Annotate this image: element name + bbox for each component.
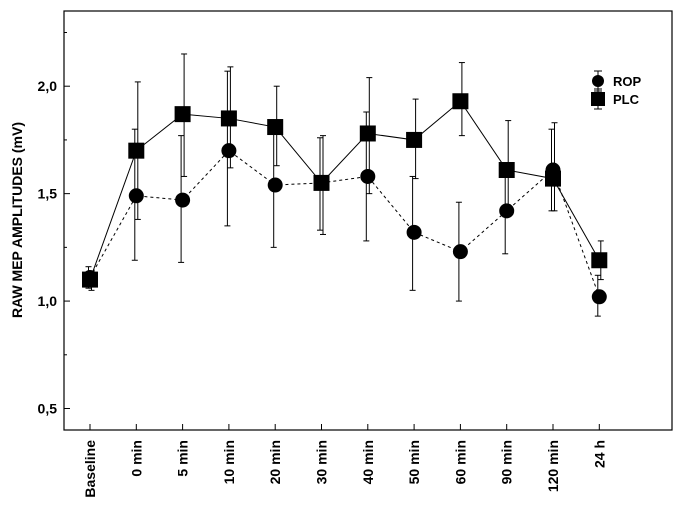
y-tick-label: 0,5 <box>38 401 58 417</box>
data-point-plc <box>498 162 515 179</box>
legend: ROP PLC <box>591 70 642 110</box>
y-tick-label: 1,0 <box>38 293 58 309</box>
data-point-rop <box>128 188 144 204</box>
data-point-plc <box>128 142 145 159</box>
data-point-rop <box>221 143 237 159</box>
data-point-rop <box>267 177 283 193</box>
plot-frame <box>63 10 673 431</box>
data-point-plc <box>452 93 469 110</box>
x-tick-label: 5 min <box>175 440 191 477</box>
y-axis-title: RAW MEP AMPLITUDES (mV) <box>9 122 25 318</box>
x-axis: Baseline 0 min 5 min 10 min 20 min 30 min 40 m… <box>82 424 607 498</box>
data-point-plc <box>174 106 191 123</box>
y-tick-label: 2,0 <box>38 78 58 94</box>
data-point-plc <box>545 170 561 187</box>
x-tick-label: 0 min <box>128 440 144 477</box>
data-point-rop <box>360 168 376 184</box>
x-tick-label: 60 min <box>452 440 468 484</box>
legend-label-plc: PLC <box>613 92 640 107</box>
legend-marker-plc <box>591 92 605 106</box>
x-tick-label: 120 min <box>545 440 561 492</box>
data-point-plc <box>591 252 608 269</box>
data-point-rop <box>406 224 422 240</box>
data-point-plc <box>313 174 330 191</box>
data-point-plc <box>220 110 237 127</box>
series-layer <box>82 53 608 317</box>
data-point-plc <box>82 271 98 288</box>
x-tick-label: 90 min <box>499 440 515 484</box>
y-axis: 0,5 1,0 1,5 2,0 <box>38 31 70 417</box>
x-tick-label: Baseline <box>82 440 98 498</box>
data-point-plc <box>406 131 423 148</box>
data-point-plc <box>267 119 284 136</box>
y-tick-label: 1,5 <box>38 186 58 202</box>
series-line-rop <box>89 149 600 297</box>
x-tick-label: 40 min <box>360 440 376 484</box>
x-tick-label: 50 min <box>406 440 422 484</box>
legend-marker-rop <box>592 75 604 87</box>
x-tick-label: 20 min <box>267 440 283 484</box>
x-tick-label: 30 min <box>314 440 330 484</box>
data-point-plc <box>359 125 376 142</box>
data-point-rop <box>452 244 468 260</box>
series-plc <box>82 53 608 291</box>
x-tick-label: 10 min <box>221 440 237 484</box>
data-point-rop <box>175 192 191 208</box>
legend-label-rop: ROP <box>613 74 642 89</box>
x-tick-label: 24 h <box>591 440 607 468</box>
data-point-rop <box>591 289 607 305</box>
